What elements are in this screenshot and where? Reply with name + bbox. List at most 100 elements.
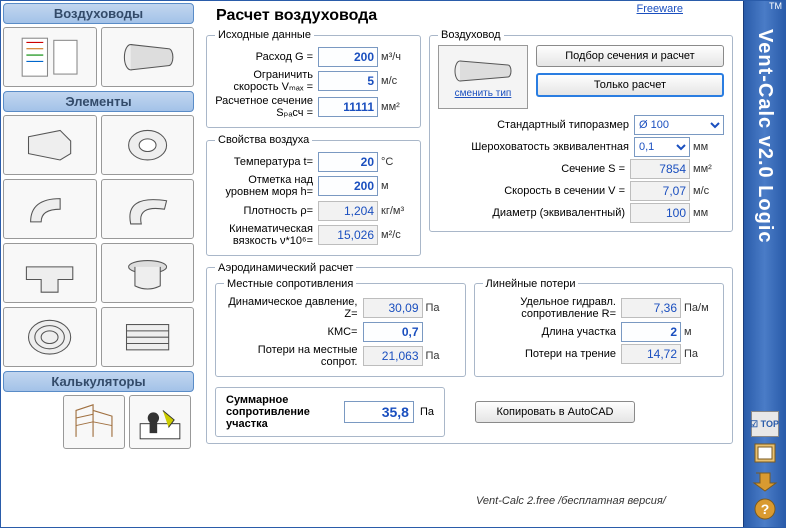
flow-unit: м³/ч bbox=[378, 51, 412, 63]
dens-unit: кг/м³ bbox=[378, 205, 412, 217]
copy-autocad-button[interactable]: Копировать в AutoCAD bbox=[475, 401, 635, 423]
r-unit: Па/м bbox=[681, 302, 715, 314]
sidebar-heading-ducts: Воздуховоды bbox=[3, 3, 194, 24]
vmax-unit: м/с bbox=[378, 75, 412, 87]
diam-label: Диаметр (эквивалентный) bbox=[438, 207, 630, 219]
element-reducer-icon[interactable] bbox=[3, 115, 97, 175]
kms-input[interactable] bbox=[363, 322, 423, 342]
len-input[interactable] bbox=[621, 322, 681, 342]
element-elbow-icon[interactable] bbox=[3, 179, 97, 239]
r-label: Удельное гидравл. сопротивление R= bbox=[483, 296, 622, 320]
source-legend: Исходные данные bbox=[215, 29, 314, 41]
air-properties-group: Свойства воздуха Температура t= °C Отмет… bbox=[206, 134, 421, 255]
element-coil-icon[interactable] bbox=[101, 307, 195, 367]
rail-help-icon[interactable]: ? bbox=[752, 497, 778, 521]
rail-export-icon[interactable] bbox=[752, 469, 778, 493]
rough-label: Шероховатость эквивалентная bbox=[438, 141, 634, 153]
sum-label: Суммарное сопротивление участка bbox=[226, 394, 338, 430]
visc-output bbox=[318, 225, 378, 245]
freeware-link[interactable]: Freeware bbox=[637, 3, 683, 15]
pipe-icon bbox=[448, 56, 518, 86]
section-input[interactable] bbox=[318, 97, 378, 117]
fric-output bbox=[621, 344, 681, 364]
sidebar-heading-elements: Элементы bbox=[3, 91, 194, 112]
alt-input[interactable] bbox=[318, 176, 378, 196]
element-tee-icon[interactable] bbox=[3, 243, 97, 303]
std-size-select[interactable]: Ø 100 bbox=[634, 115, 724, 135]
version-label: Vent-Calc 2.free /бесплатная версия/ bbox=[476, 495, 666, 507]
top-toggle-button[interactable]: ☑ TOP bbox=[751, 411, 779, 437]
element-bend-icon[interactable] bbox=[101, 179, 195, 239]
len-label: Длина участка bbox=[483, 326, 622, 338]
vel-unit: м/с bbox=[690, 185, 724, 197]
r-output bbox=[621, 298, 681, 318]
diam-output bbox=[630, 203, 690, 223]
local-legend: Местные сопротивления bbox=[224, 278, 356, 290]
visc-label: Кинематическая вязкость ν*10⁶= bbox=[215, 223, 318, 247]
sect-unit: мм² bbox=[690, 163, 724, 175]
dens-output bbox=[318, 201, 378, 221]
vel-label: Скорость в сечении V = bbox=[438, 185, 630, 197]
kms-label: КМС= bbox=[224, 326, 363, 338]
element-grille-icon[interactable] bbox=[3, 307, 97, 367]
calc-only-button[interactable]: Только расчет bbox=[536, 73, 724, 97]
svg-text:?: ? bbox=[760, 501, 769, 517]
diam-unit: мм bbox=[690, 207, 724, 219]
local-losses-group: Местные сопротивления Динамическое давле… bbox=[215, 278, 466, 377]
sidebar-heading-calculators: Калькуляторы bbox=[3, 371, 194, 392]
right-rail: TM Vent-Calc v2.0 Logic ☑ TOP ? bbox=[743, 1, 785, 527]
section-label: Расчетное сечение Sₚₐсч = bbox=[215, 95, 318, 119]
air-legend: Свойства воздуха bbox=[215, 134, 312, 146]
flow-label: Расход G = bbox=[215, 51, 318, 63]
len-unit: м bbox=[681, 326, 715, 338]
aero-group: Аэродинамический расчет Местные сопротив… bbox=[206, 262, 733, 445]
aero-legend: Аэродинамический расчет bbox=[215, 262, 356, 274]
app-window: Воздуховоды Элементы bbox=[0, 0, 786, 528]
sect-label: Сечение S = bbox=[438, 163, 630, 175]
calculator-draft-icon[interactable] bbox=[129, 395, 191, 449]
calculator-building-icon[interactable] bbox=[63, 395, 125, 449]
z-unit: Па bbox=[423, 302, 457, 314]
sect-output bbox=[630, 159, 690, 179]
flow-input[interactable] bbox=[318, 47, 378, 67]
round-duct-icon[interactable] bbox=[101, 27, 195, 87]
z-label: Динамическое давление, Z= bbox=[224, 296, 363, 320]
fric-label: Потери на трение bbox=[483, 348, 622, 360]
rail-title: Vent-Calc v2.0 Logic bbox=[753, 29, 776, 244]
linear-legend: Линейные потери bbox=[483, 278, 579, 290]
trademark-label: TM bbox=[769, 1, 782, 11]
rail-settings-icon[interactable] bbox=[752, 441, 778, 465]
visc-unit: м²/с bbox=[378, 229, 412, 241]
duct-group: Воздуховод сменить тип Подбор сечения и … bbox=[429, 29, 733, 232]
palette-scale-icon[interactable] bbox=[3, 27, 97, 87]
element-cap-icon[interactable] bbox=[101, 243, 195, 303]
vmax-label: Ограничить скорость Vₘₐₓ = bbox=[215, 69, 318, 93]
temp-unit: °C bbox=[378, 156, 412, 168]
local-loss-unit: Па bbox=[423, 350, 457, 362]
duct-legend: Воздуховод bbox=[438, 29, 504, 41]
pick-and-calc-button[interactable]: Подбор сечения и расчет bbox=[536, 45, 724, 67]
std-label: Стандартный типоразмер bbox=[438, 119, 634, 131]
sum-unit: Па bbox=[420, 406, 434, 418]
source-data-group: Исходные данные Расход G = м³/ч Ограничи… bbox=[206, 29, 421, 128]
z-output bbox=[363, 298, 423, 318]
dens-label: Плотность ρ= bbox=[215, 205, 318, 217]
rough-unit: мм bbox=[690, 141, 724, 153]
vmax-input[interactable] bbox=[318, 71, 378, 91]
roughness-select[interactable]: 0,1 bbox=[634, 137, 690, 157]
section-unit: мм² bbox=[378, 101, 412, 113]
element-inlet-icon[interactable] bbox=[101, 115, 195, 175]
temp-label: Температура t= bbox=[215, 156, 318, 168]
vel-output bbox=[630, 181, 690, 201]
alt-unit: м bbox=[378, 180, 412, 192]
sum-box: Суммарное сопротивление участка Па bbox=[215, 387, 445, 437]
main-panel: Freeware Расчет воздуховода Исходные дан… bbox=[196, 1, 743, 527]
change-type-label: сменить тип bbox=[455, 88, 512, 99]
sum-output bbox=[344, 401, 414, 423]
local-loss-output bbox=[363, 346, 423, 366]
alt-label: Отметка над уровнем моря h= bbox=[215, 174, 318, 198]
fric-unit: Па bbox=[681, 348, 715, 360]
change-type-button[interactable]: сменить тип bbox=[438, 45, 528, 109]
linear-losses-group: Линейные потери Удельное гидравл. сопрот… bbox=[474, 278, 725, 377]
temp-input[interactable] bbox=[318, 152, 378, 172]
